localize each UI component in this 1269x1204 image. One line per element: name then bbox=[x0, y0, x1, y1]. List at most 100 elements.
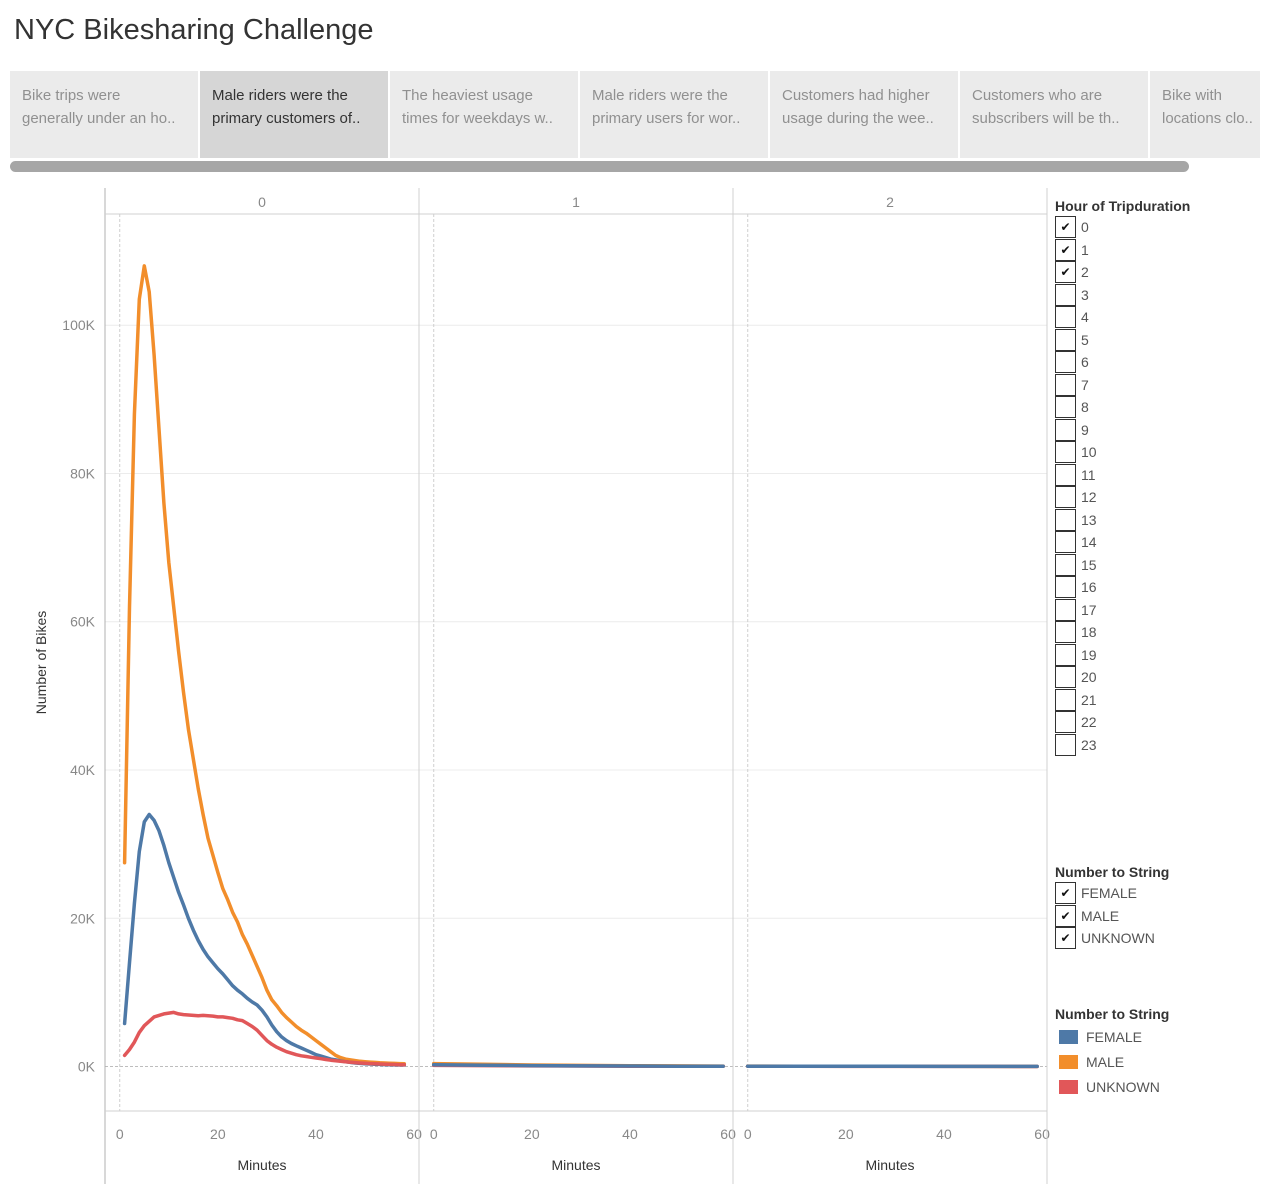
gender-filter-item-unknown[interactable]: ✔ UNKNOWN bbox=[1055, 927, 1169, 950]
hour-filter-item-20[interactable]: 20 bbox=[1055, 666, 1190, 689]
checkbox[interactable] bbox=[1055, 576, 1076, 599]
hour-filter-item-17[interactable]: 17 bbox=[1055, 598, 1190, 622]
hour-filter-item-11[interactable]: 11 bbox=[1055, 463, 1190, 487]
hour-filter-item-4[interactable]: 4 bbox=[1055, 306, 1190, 329]
color-legend-item-female[interactable]: FEMALE bbox=[1055, 1024, 1169, 1049]
checkbox[interactable] bbox=[1055, 598, 1076, 621]
x-tick-label: 20 bbox=[838, 1126, 854, 1142]
hour-filter-item-10[interactable]: 10 bbox=[1055, 441, 1190, 464]
page-title: NYC Bikesharing Challenge bbox=[14, 14, 374, 46]
x-tick-label: 60 bbox=[1034, 1126, 1050, 1142]
checkbox[interactable] bbox=[1055, 328, 1076, 351]
checkbox[interactable] bbox=[1055, 373, 1076, 396]
x-tick-label: 40 bbox=[308, 1126, 324, 1142]
filter-label: 9 bbox=[1081, 421, 1089, 438]
checkbox[interactable] bbox=[1055, 621, 1076, 644]
checkbox[interactable] bbox=[1055, 486, 1076, 509]
hour-filter-item-13[interactable]: 13 bbox=[1055, 508, 1190, 532]
y-tick-label: 40K bbox=[70, 762, 96, 778]
story-scrollbar[interactable] bbox=[10, 161, 1189, 172]
filter-label: 15 bbox=[1081, 556, 1097, 573]
hour-filter-item-16[interactable]: 16 bbox=[1055, 576, 1190, 599]
checkbox[interactable]: ✔ bbox=[1055, 261, 1076, 284]
hour-filter-item-3[interactable]: 3 bbox=[1055, 283, 1190, 307]
story-point-caption: Customers who are bbox=[972, 87, 1103, 104]
story-point-2[interactable]: Male riders were the primary customers of… bbox=[200, 71, 388, 158]
checkbox[interactable]: ✔ bbox=[1055, 238, 1076, 261]
story-point-6[interactable]: Customers who are subscribers will be th.… bbox=[960, 71, 1148, 158]
checkbox[interactable] bbox=[1055, 531, 1076, 554]
checkbox[interactable] bbox=[1055, 441, 1076, 464]
story-point-3[interactable]: The heaviest usage times for weekdays w.. bbox=[390, 71, 578, 158]
story-point-7[interactable]: Bike with locations clo.. bbox=[1150, 71, 1260, 158]
hour-filter-item-22[interactable]: 22 bbox=[1055, 711, 1190, 734]
checkbox[interactable] bbox=[1055, 688, 1076, 711]
checkbox[interactable]: ✔ bbox=[1055, 216, 1076, 239]
checkbox[interactable]: ✔ bbox=[1055, 882, 1076, 905]
checkbox[interactable] bbox=[1055, 508, 1076, 531]
checkbox[interactable] bbox=[1055, 553, 1076, 576]
x-axis-title: Minutes bbox=[865, 1157, 914, 1173]
story-point-5[interactable]: Customers had higher usage during the wee… bbox=[770, 71, 958, 158]
x-tick-label: 60 bbox=[406, 1126, 422, 1142]
color-legend-item-male[interactable]: MALE bbox=[1055, 1049, 1169, 1074]
checkbox[interactable] bbox=[1055, 711, 1076, 734]
checkbox[interactable] bbox=[1055, 643, 1076, 666]
hour-filter-item-14[interactable]: 14 bbox=[1055, 531, 1190, 554]
hour-filter-item-15[interactable]: 15 bbox=[1055, 553, 1190, 577]
checkbox[interactable]: ✔ bbox=[1055, 904, 1076, 927]
hour-filter-item-18[interactable]: 18 bbox=[1055, 621, 1190, 644]
series-line-male bbox=[122, 264, 407, 1066]
hour-filter-item-2[interactable]: ✔ 2 bbox=[1055, 261, 1190, 284]
filter-label: 18 bbox=[1081, 624, 1097, 641]
hour-filter-item-5[interactable]: 5 bbox=[1055, 328, 1190, 352]
hour-filter-item-12[interactable]: 12 bbox=[1055, 486, 1190, 509]
filter-label: 0 bbox=[1081, 219, 1089, 236]
checkbox[interactable] bbox=[1055, 396, 1076, 419]
hour-filter-item-0[interactable]: ✔ 0 bbox=[1055, 216, 1190, 239]
checkbox[interactable] bbox=[1055, 666, 1076, 689]
checkbox[interactable] bbox=[1055, 418, 1076, 441]
gender-filter-item-male[interactable]: ✔ MALE bbox=[1055, 904, 1169, 928]
hour-filter-legend: Hour of Tripduration ✔ 0 ✔ 1 ✔ 2 3 4 5 6 7 8 9 10 11 12… bbox=[1055, 198, 1190, 756]
x-axis-title: Minutes bbox=[237, 1157, 286, 1173]
gender-filter-item-female[interactable]: ✔ FEMALE bbox=[1055, 882, 1169, 905]
story-point-caption: primary users for wor.. bbox=[592, 110, 741, 127]
hour-filter-item-6[interactable]: 6 bbox=[1055, 351, 1190, 374]
color-legend-item-unknown[interactable]: UNKNOWN bbox=[1055, 1074, 1169, 1099]
filter-label: 13 bbox=[1081, 511, 1097, 528]
y-tick-label: 20K bbox=[70, 910, 96, 926]
series-line-unknown bbox=[122, 1010, 407, 1067]
story-point-caption: subscribers will be th.. bbox=[972, 110, 1120, 127]
panel-header: 1 bbox=[572, 194, 580, 210]
story-point-4[interactable]: Male riders were the primary users for wo… bbox=[580, 71, 768, 158]
x-axis-title: Minutes bbox=[551, 1157, 600, 1173]
hour-filter-item-1[interactable]: ✔ 1 bbox=[1055, 238, 1190, 262]
x-tick-label: 0 bbox=[430, 1126, 438, 1142]
hour-filter-item-21[interactable]: 21 bbox=[1055, 688, 1190, 712]
checkbox[interactable] bbox=[1055, 733, 1076, 756]
series-line-female bbox=[122, 812, 407, 1067]
filter-label: 22 bbox=[1081, 714, 1097, 731]
color-swatch bbox=[1059, 1054, 1078, 1069]
hour-filter-item-8[interactable]: 8 bbox=[1055, 396, 1190, 419]
x-tick-label: 40 bbox=[622, 1126, 638, 1142]
hour-filter-title: Hour of Tripduration bbox=[1055, 198, 1191, 214]
checkbox[interactable] bbox=[1055, 306, 1076, 329]
checkbox[interactable]: ✔ bbox=[1055, 927, 1076, 950]
hour-filter-item-19[interactable]: 19 bbox=[1055, 643, 1190, 667]
story-point-caption: times for weekdays w.. bbox=[402, 110, 553, 127]
story-point-1[interactable]: Bike trips were generally under an ho.. bbox=[10, 71, 198, 158]
hour-filter-item-23[interactable]: 23 bbox=[1055, 733, 1190, 757]
story-navigator: Bike trips were generally under an ho.. Ma… bbox=[10, 71, 1260, 158]
checkbox[interactable] bbox=[1055, 351, 1076, 374]
hour-filter-item-7[interactable]: 7 bbox=[1055, 373, 1190, 397]
hour-filter-item-9[interactable]: 9 bbox=[1055, 418, 1190, 442]
story-point-caption: The heaviest usage bbox=[402, 87, 533, 104]
checkbox[interactable] bbox=[1055, 463, 1076, 486]
y-tick-label: 80K bbox=[70, 465, 96, 481]
checkbox[interactable] bbox=[1055, 283, 1076, 306]
x-tick-label: 20 bbox=[524, 1126, 540, 1142]
y-tick-label: 100K bbox=[62, 317, 95, 333]
